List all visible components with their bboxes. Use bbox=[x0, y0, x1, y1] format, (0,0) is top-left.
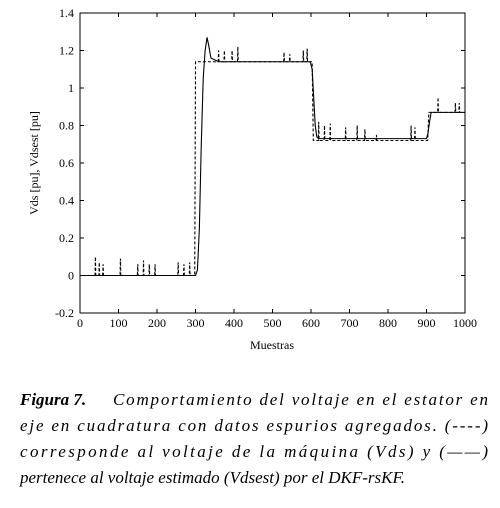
x-tick-label: 500 bbox=[264, 316, 282, 330]
caption-line: corresponde al voltaje de la máquina (Vd… bbox=[20, 442, 488, 461]
data-line bbox=[80, 46, 465, 277]
x-tick-label: 0 bbox=[77, 316, 83, 330]
x-tick-label: 100 bbox=[110, 316, 128, 330]
y-tick-label: 1.2 bbox=[59, 44, 74, 58]
y-axis-label: Vds [pu], Vdsest [pu] bbox=[27, 111, 41, 215]
data-line bbox=[80, 37, 465, 277]
y-tick-label: 1.4 bbox=[59, 6, 74, 20]
caption-label: Figura 7. bbox=[19, 390, 86, 409]
caption-line: Comportamiento del voltaje en el estator… bbox=[113, 390, 488, 409]
y-tick-label: 0.8 bbox=[59, 119, 74, 133]
y-tick-label: 0.6 bbox=[59, 156, 74, 170]
x-tick-label: 400 bbox=[225, 316, 243, 330]
y-tick-label: 0 bbox=[68, 269, 74, 283]
x-axis-label: Muestras bbox=[250, 338, 294, 352]
y-tick-label: 0.2 bbox=[59, 231, 74, 245]
caption-line: pertenece al voltaje estimado (Vdsest) p… bbox=[19, 468, 405, 487]
x-tick-label: 800 bbox=[379, 316, 397, 330]
x-tick-label: 600 bbox=[302, 316, 320, 330]
x-tick-label: 1000 bbox=[453, 316, 477, 330]
x-tick-label: 200 bbox=[148, 316, 166, 330]
caption-line: eje en cuadratura con datos espurios agr… bbox=[20, 416, 488, 435]
x-tick-label: 900 bbox=[418, 316, 436, 330]
x-tick-label: 300 bbox=[187, 316, 205, 330]
y-tick-label: 1 bbox=[68, 81, 74, 95]
y-tick-label: 0.4 bbox=[59, 194, 74, 208]
y-tick-label: -0.2 bbox=[55, 306, 74, 320]
x-tick-label: 700 bbox=[341, 316, 359, 330]
